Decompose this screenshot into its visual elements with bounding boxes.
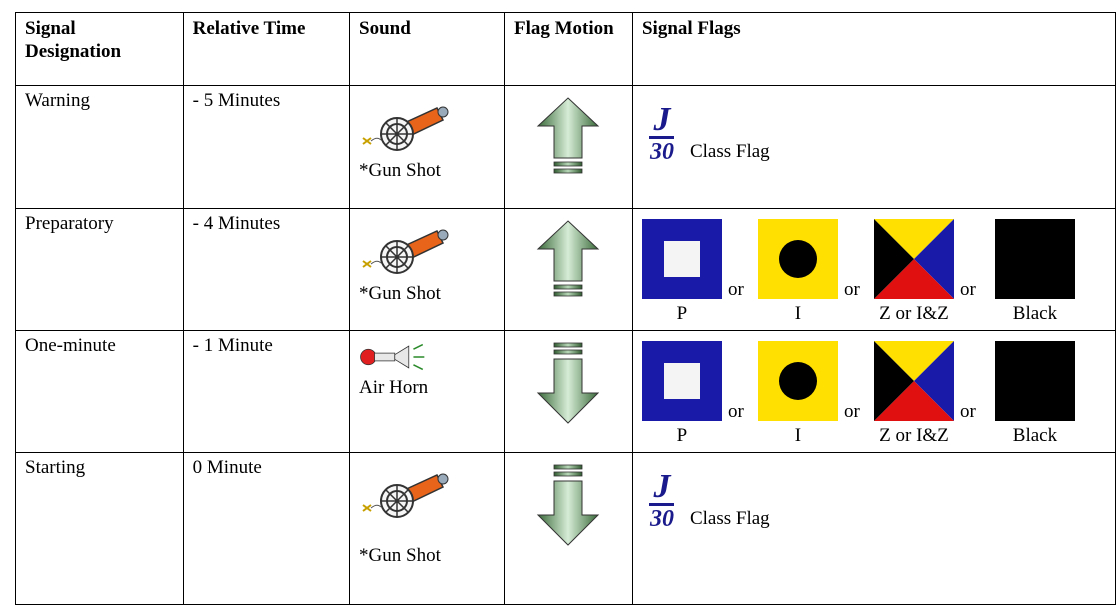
flag-name: Black: [1012, 425, 1058, 446]
sound-cell: Air Horn: [349, 330, 505, 453]
sound: Air Horn: [359, 377, 429, 398]
flag-name: Z or I&Z: [879, 425, 949, 446]
time: - 4 Minutes: [182, 208, 351, 331]
sound-cell: *Gun Shot: [349, 208, 505, 331]
flag-black: [994, 219, 1075, 299]
connector: or: [727, 279, 744, 300]
time: - 5 Minutes: [182, 85, 351, 209]
flag-name: Z or I&Z: [879, 303, 949, 324]
sound: *Gun Shot: [359, 160, 441, 181]
flag-group: or P: [642, 219, 758, 325]
flags-cell: J 30 Class Flag: [631, 85, 1116, 209]
flags-cell: or P or I or Z or I&Z Black: [631, 208, 1116, 331]
flag-group: Black: [990, 219, 1106, 325]
connector: or: [959, 279, 976, 300]
flag-group: or P: [642, 341, 758, 447]
connector: or: [843, 401, 860, 422]
flag-set: or P or I or Z or I&Z Black: [642, 219, 1106, 325]
flag-group: or Z or I&Z: [874, 341, 990, 447]
time: 0 Minute: [182, 452, 351, 605]
sound-cell: *Gun Shot: [349, 452, 505, 605]
header-cell: Relative Time: [182, 12, 351, 86]
connector: or: [727, 401, 744, 422]
flag-i: [758, 341, 838, 421]
header-cell: Flag Motion: [503, 12, 633, 86]
row: Warning - 5 Minutes *Gun Shot J 30 Class…: [15, 85, 1116, 209]
header-cell: Signal Flags: [631, 12, 1116, 86]
logo-letter: J: [649, 103, 675, 139]
arrow-down: [536, 463, 600, 547]
flags-cell: J 30 Class Flag: [631, 452, 1116, 605]
designation: Preparatory: [15, 208, 184, 331]
sound: *Gun Shot: [359, 545, 441, 566]
horn-icon: [359, 341, 429, 373]
designation: Starting: [15, 452, 184, 605]
flag-label: Class Flag: [689, 508, 770, 529]
cannon-icon: [359, 100, 449, 156]
flag-z: [874, 219, 954, 299]
flag-i: [758, 219, 838, 299]
logo: J 30: [642, 103, 682, 165]
class-flag: J 30 Class Flag: [642, 103, 1106, 165]
flag-name: I: [794, 303, 802, 324]
logo: J 30: [642, 470, 682, 532]
sound: *Gun Shot: [359, 283, 441, 304]
flag-p: [642, 341, 722, 421]
flag-name: I: [794, 425, 802, 446]
logo-letter: J: [649, 470, 675, 506]
flag-group: or I: [758, 219, 874, 325]
logo-number: 30: [649, 139, 674, 165]
flag-name: P: [676, 425, 688, 446]
flag-name: Black: [1012, 303, 1058, 324]
header-cell: Sound: [349, 12, 505, 86]
connector: or: [959, 401, 976, 422]
signal-table: Signal Designation Relative Time Sound F…: [15, 12, 1116, 605]
flag-z: [874, 341, 954, 421]
flag-name: P: [676, 303, 688, 324]
row: One-minute - 1 Minute Air Horn or P or I o…: [15, 330, 1116, 453]
arrow-up: [536, 219, 600, 303]
flag-label: Class Flag: [689, 141, 770, 162]
connector: or: [843, 279, 860, 300]
flag-black: [994, 341, 1075, 421]
motion-cell: [503, 208, 633, 331]
cannon-icon: [359, 223, 449, 279]
header-row: Signal Designation Relative Time Sound F…: [15, 12, 1116, 86]
flag-group: or Z or I&Z: [874, 219, 990, 325]
motion-cell: [503, 330, 633, 453]
cannon-icon: [359, 467, 449, 523]
time: - 1 Minute: [182, 330, 351, 453]
class-flag: J 30 Class Flag: [642, 470, 1106, 532]
arrow-up: [536, 96, 600, 180]
row: Starting 0 Minute *Gun Shot J 30 Class F…: [15, 452, 1116, 605]
logo-number: 30: [649, 506, 674, 532]
motion-cell: [503, 452, 633, 605]
motion-cell: [503, 85, 633, 209]
arrow-down: [536, 341, 600, 425]
flags-cell: or P or I or Z or I&Z Black: [631, 330, 1116, 453]
flag-set: or P or I or Z or I&Z Black: [642, 341, 1106, 447]
designation: One-minute: [15, 330, 184, 453]
flag-p: [642, 219, 722, 299]
flag-group: or I: [758, 341, 874, 447]
row: Preparatory - 4 Minutes *Gun Shot or P or…: [15, 208, 1116, 331]
designation: Warning: [15, 85, 184, 209]
header-cell: Signal Designation: [15, 12, 184, 86]
sound-cell: *Gun Shot: [349, 85, 505, 209]
flag-group: Black: [990, 341, 1106, 447]
